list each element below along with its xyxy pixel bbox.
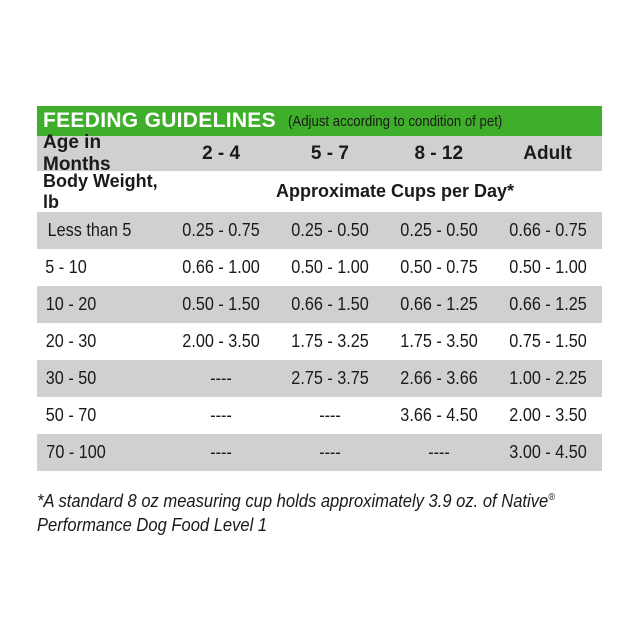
age-column: Adult [523, 142, 572, 164]
cups-cell: 0.66 - 1.00 [182, 257, 260, 277]
cups-cell: 1.00 - 2.25 [508, 368, 587, 388]
weight-cell: 5 - 10 [45, 257, 87, 277]
cups-cell: 3.00 - 4.50 [508, 442, 587, 462]
registered-mark: ® [548, 492, 555, 503]
table-subtitle: (Adjust according to condition of pet) [287, 112, 503, 130]
weight-cell: 20 - 30 [45, 331, 97, 351]
cups-cell: ---- [210, 368, 232, 388]
table-row: 10 - 20 0.50 - 1.50 0.66 - 1.50 0.66 - 1.25… [37, 286, 602, 323]
age-header-row: Age in Months 2 - 4 5 - 7 8 - 12 Adult [37, 132, 602, 175]
cups-cell: ---- [210, 405, 232, 425]
cups-cell: 3.66 - 4.50 [400, 405, 478, 425]
cups-cell: 0.25 - 0.75 [182, 220, 260, 240]
weight-cell: 70 - 100 [46, 442, 106, 462]
cups-per-day-label: Approximate Cups per Day* [276, 181, 515, 201]
footnote: *A standard 8 oz measuring cup holds app… [37, 486, 607, 537]
age-column: 2 - 4 [202, 142, 241, 164]
weight-cell: 10 - 20 [45, 294, 97, 314]
weight-cell: Less than 5 [47, 220, 132, 240]
age-column: 8 - 12 [414, 142, 464, 164]
cups-cell: 0.25 - 0.50 [291, 220, 369, 240]
cups-cell: 0.25 - 0.50 [400, 220, 478, 240]
body-weight-label: Body Weight, lb [43, 170, 158, 212]
cups-cell: 0.66 - 1.25 [508, 294, 587, 314]
cups-cell: 0.50 - 1.00 [291, 257, 369, 277]
cups-cell: 1.75 - 3.50 [400, 331, 478, 351]
table-row: 20 - 30 2.00 - 3.50 1.75 - 3.25 1.75 - 3.50… [37, 323, 602, 360]
footnote-line2: Performance Dog Food Level 1 [37, 515, 268, 535]
age-label: Age in Months [43, 131, 111, 175]
weight-cell: 30 - 50 [45, 368, 97, 388]
feeding-guidelines-table: FEEDING GUIDELINES (Adjust according to … [37, 106, 602, 471]
table-row: Less than 5 0.25 - 0.75 0.25 - 0.50 0.25 - … [37, 212, 602, 249]
cups-cell: ---- [319, 442, 341, 462]
cups-cell: 0.75 - 1.50 [508, 331, 587, 351]
cups-cell: 0.50 - 0.75 [400, 257, 478, 277]
cups-cell: 0.66 - 1.25 [400, 294, 478, 314]
table-row: 5 - 10 0.66 - 1.00 0.50 - 1.00 0.50 - 0.75 0… [37, 249, 602, 286]
cups-cell: 1.75 - 3.25 [291, 331, 369, 351]
table-row: 30 - 50 ---- 2.75 - 3.75 2.66 - 3.66 1.00 - … [37, 360, 602, 397]
weight-cell: 50 - 70 [45, 405, 97, 425]
table-row: 50 - 70 ---- ---- 3.66 - 4.50 2.00 - 3.50 [37, 397, 602, 434]
cups-cell: 2.00 - 3.50 [182, 331, 260, 351]
title-bar: FEEDING GUIDELINES (Adjust according to … [37, 106, 602, 136]
table-title: FEEDING GUIDELINES [43, 109, 276, 132]
subheader-row: Body Weight, lb Approximate Cups per Day… [37, 171, 602, 212]
footnote-line1: *A standard 8 oz measuring cup holds app… [37, 491, 549, 511]
cups-cell: ---- [427, 442, 450, 462]
cups-cell: 0.50 - 1.00 [508, 257, 587, 277]
cups-cell: ---- [210, 442, 232, 462]
cups-cell: 2.66 - 3.66 [400, 368, 478, 388]
cups-cell: 2.75 - 3.75 [291, 368, 369, 388]
cups-cell: 0.50 - 1.50 [182, 294, 260, 314]
cups-cell: 0.66 - 0.75 [508, 220, 587, 240]
cups-cell: ---- [319, 405, 341, 425]
age-column: 5 - 7 [310, 142, 349, 164]
cups-cell: 2.00 - 3.50 [508, 405, 587, 425]
cups-cell: 0.66 - 1.50 [291, 294, 369, 314]
table-row: 70 - 100 ---- ---- ---- 3.00 - 4.50 [37, 434, 602, 471]
